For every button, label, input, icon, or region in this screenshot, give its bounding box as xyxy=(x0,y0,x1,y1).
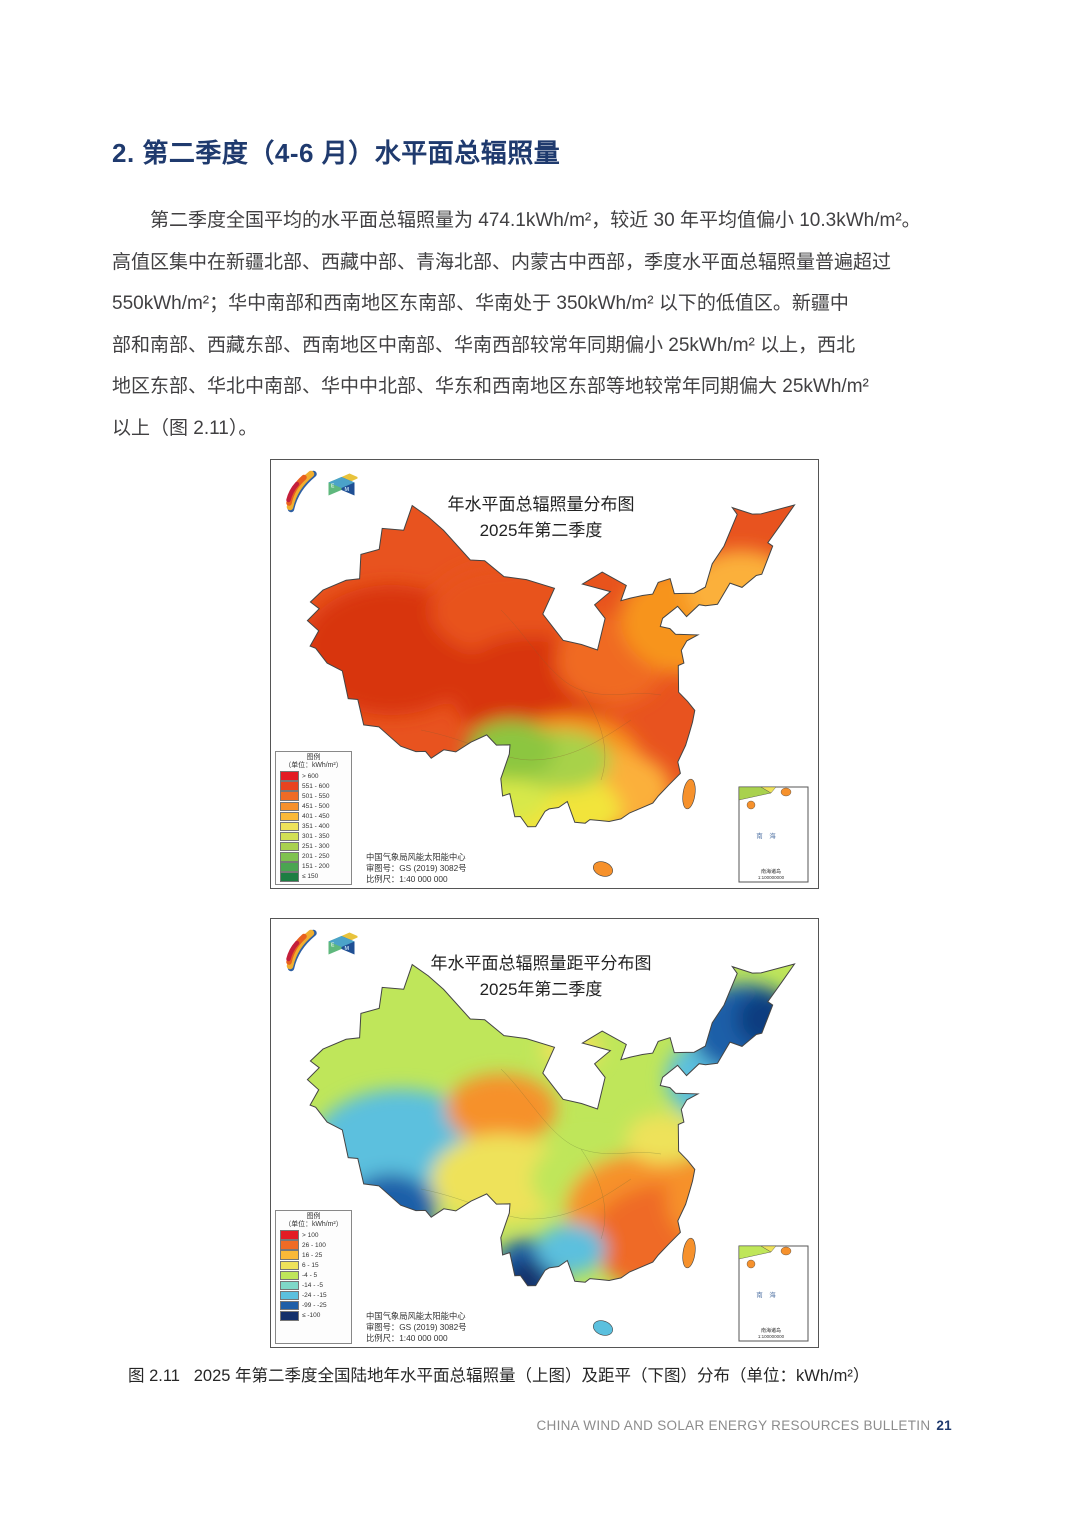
svg-text:年水平面总辐照量距平分布图: 年水平面总辐照量距平分布图 xyxy=(431,954,652,973)
svg-text:M: M xyxy=(345,487,350,493)
svg-text:南海诸岛: 南海诸岛 xyxy=(761,1327,781,1334)
svg-text:年水平面总辐照量分布图: 年水平面总辐照量分布图 xyxy=(448,495,635,514)
svg-text:南海诸岛: 南海诸岛 xyxy=(761,868,781,875)
svg-text:1:100000000: 1:100000000 xyxy=(758,875,785,880)
svg-text:M: M xyxy=(345,946,350,952)
svg-text:南 海: 南 海 xyxy=(756,1290,776,1299)
svg-text:南 海: 南 海 xyxy=(756,831,776,840)
svg-text:1:100000000: 1:100000000 xyxy=(758,1334,785,1339)
svg-text:2025年第二季度: 2025年第二季度 xyxy=(480,521,603,540)
svg-text:2025年第二季度: 2025年第二季度 xyxy=(480,980,603,999)
